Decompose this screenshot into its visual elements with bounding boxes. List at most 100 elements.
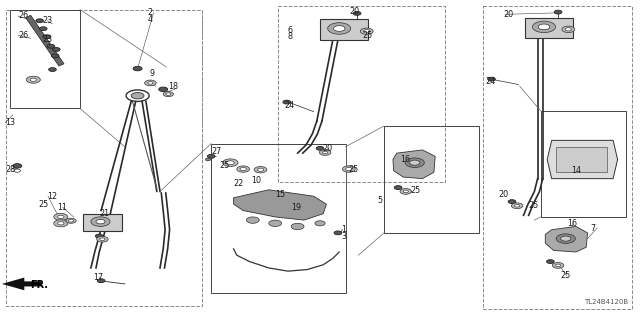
Text: 26: 26 xyxy=(18,31,28,40)
Bar xyxy=(320,19,368,40)
Polygon shape xyxy=(2,278,42,290)
Circle shape xyxy=(13,164,22,168)
Text: 28: 28 xyxy=(5,165,15,174)
Circle shape xyxy=(323,151,328,154)
Text: 12: 12 xyxy=(47,192,57,201)
Circle shape xyxy=(319,150,331,155)
Text: 1: 1 xyxy=(341,225,346,234)
Circle shape xyxy=(254,167,267,173)
Circle shape xyxy=(66,218,76,223)
Polygon shape xyxy=(547,140,618,179)
Circle shape xyxy=(91,217,110,226)
Circle shape xyxy=(58,215,64,219)
Circle shape xyxy=(508,200,516,204)
Circle shape xyxy=(547,260,554,263)
Bar xyxy=(6,10,202,306)
Text: 5: 5 xyxy=(378,197,383,205)
Text: 20: 20 xyxy=(323,144,333,153)
Text: 14: 14 xyxy=(572,166,582,175)
Circle shape xyxy=(95,234,103,238)
Text: 24: 24 xyxy=(486,77,496,86)
Bar xyxy=(541,111,626,217)
Circle shape xyxy=(315,221,325,226)
Circle shape xyxy=(40,27,47,31)
Circle shape xyxy=(532,21,556,33)
Circle shape xyxy=(131,93,144,99)
Circle shape xyxy=(511,203,523,209)
Circle shape xyxy=(562,26,575,33)
Polygon shape xyxy=(393,150,435,179)
Circle shape xyxy=(394,186,402,189)
Circle shape xyxy=(360,28,373,34)
Circle shape xyxy=(30,78,36,81)
Text: 20: 20 xyxy=(503,10,513,19)
Text: 6: 6 xyxy=(287,26,292,35)
Text: 25: 25 xyxy=(561,271,571,280)
Text: FR.: FR. xyxy=(30,280,48,290)
Circle shape xyxy=(47,44,55,48)
Circle shape xyxy=(565,28,572,31)
Circle shape xyxy=(410,160,420,165)
Circle shape xyxy=(43,35,51,39)
Circle shape xyxy=(97,236,108,242)
Circle shape xyxy=(328,23,351,34)
Text: 25: 25 xyxy=(362,31,372,40)
Text: 25: 25 xyxy=(529,201,539,210)
Text: 25: 25 xyxy=(38,200,49,209)
Circle shape xyxy=(100,238,105,241)
Text: 4: 4 xyxy=(147,15,152,24)
Bar xyxy=(525,18,573,38)
Text: 20: 20 xyxy=(499,190,509,199)
Bar xyxy=(10,10,80,108)
Bar xyxy=(483,6,632,309)
Text: 25: 25 xyxy=(219,161,229,170)
Circle shape xyxy=(52,48,60,51)
Circle shape xyxy=(515,204,520,207)
Circle shape xyxy=(96,219,105,224)
Circle shape xyxy=(400,189,412,194)
Circle shape xyxy=(552,263,564,268)
Text: TL24B4120B: TL24B4120B xyxy=(584,299,628,305)
Text: 25: 25 xyxy=(349,165,359,174)
Circle shape xyxy=(163,92,173,97)
Circle shape xyxy=(205,158,211,161)
Circle shape xyxy=(554,10,562,14)
Circle shape xyxy=(556,234,575,243)
Bar xyxy=(384,126,479,233)
Circle shape xyxy=(334,231,342,235)
Circle shape xyxy=(246,217,259,223)
Circle shape xyxy=(148,82,153,84)
Circle shape xyxy=(68,219,74,222)
Text: 11: 11 xyxy=(58,203,68,212)
Circle shape xyxy=(58,222,64,225)
Circle shape xyxy=(36,19,44,23)
Text: 25: 25 xyxy=(410,186,420,195)
Text: 3: 3 xyxy=(341,232,346,241)
Circle shape xyxy=(223,159,238,167)
Polygon shape xyxy=(545,226,588,252)
Circle shape xyxy=(342,166,355,172)
Circle shape xyxy=(54,220,68,227)
Circle shape xyxy=(316,146,324,150)
Text: 9: 9 xyxy=(149,69,154,78)
Text: 8: 8 xyxy=(287,32,292,41)
Text: 15: 15 xyxy=(275,190,285,199)
Text: 16: 16 xyxy=(401,155,411,164)
Bar xyxy=(278,6,445,182)
Circle shape xyxy=(240,167,246,171)
Text: 24: 24 xyxy=(284,101,294,110)
Circle shape xyxy=(353,11,361,15)
Circle shape xyxy=(51,54,59,58)
Text: 17: 17 xyxy=(93,273,103,282)
Bar xyxy=(83,214,122,231)
Circle shape xyxy=(561,236,571,241)
Circle shape xyxy=(49,68,56,71)
Circle shape xyxy=(166,93,171,95)
Text: 19: 19 xyxy=(291,203,301,212)
Circle shape xyxy=(403,190,408,193)
Circle shape xyxy=(291,223,304,230)
Text: 21: 21 xyxy=(99,209,109,218)
Circle shape xyxy=(145,80,156,86)
Text: 23: 23 xyxy=(42,35,52,44)
Circle shape xyxy=(257,168,264,171)
